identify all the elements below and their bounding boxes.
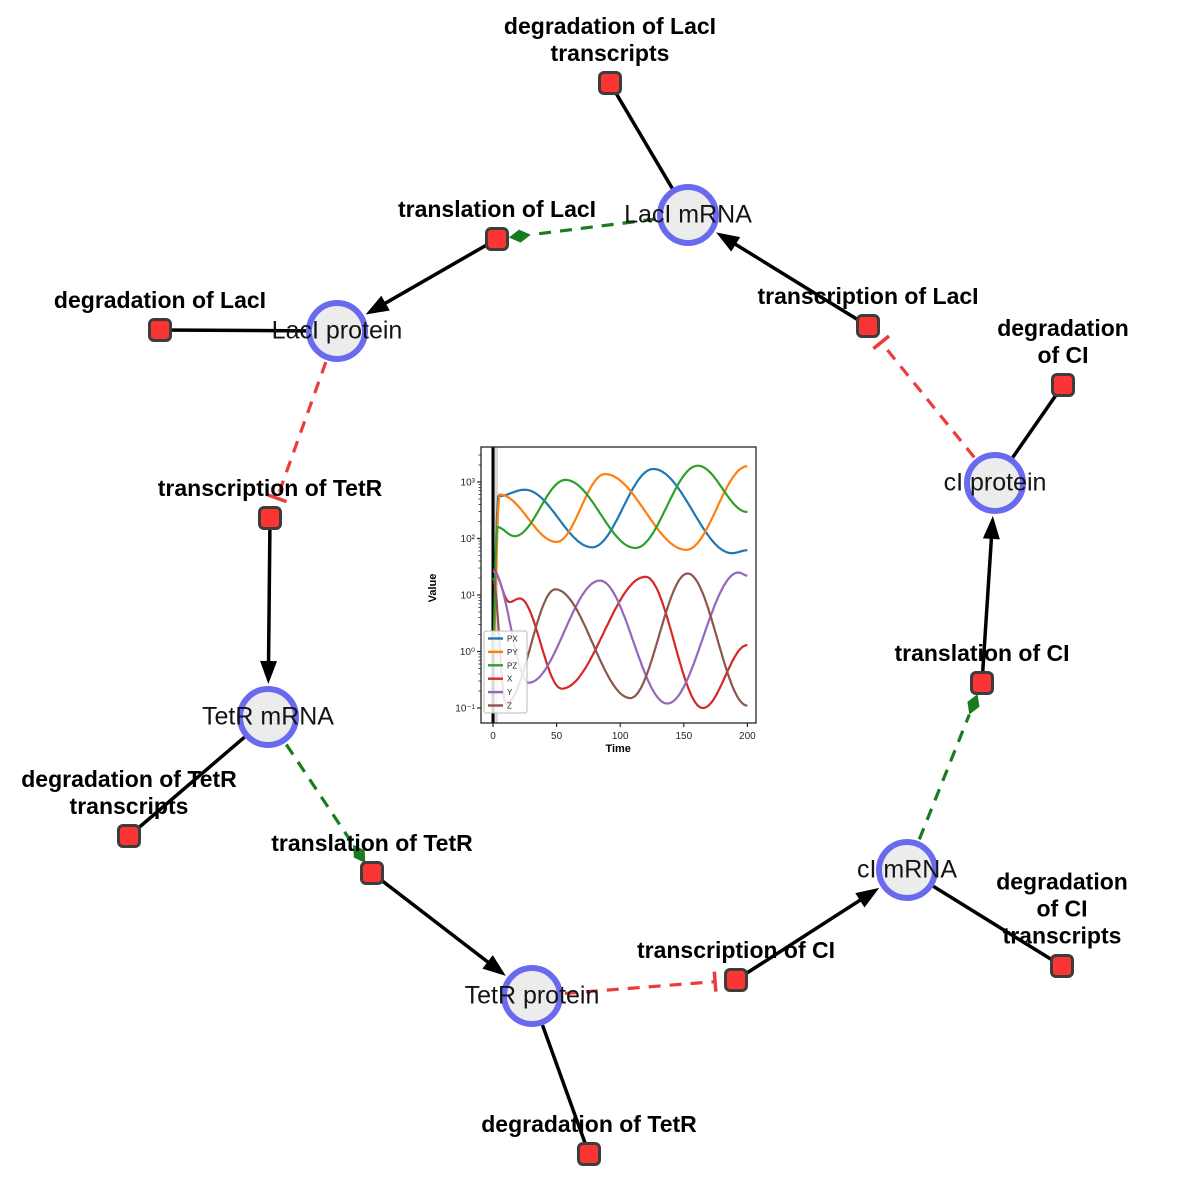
edge-consumption-laci-mrna-deg-laci-transcripts[interactable] xyxy=(608,82,674,190)
chart-line-Z xyxy=(491,572,748,707)
chart-legend-label: X xyxy=(507,675,513,684)
edge-consumption-tetr-protein-deg-tetr[interactable] xyxy=(540,1024,591,1155)
reaction-label-translation-tetr: translation of TetR xyxy=(271,829,473,856)
species-node-ci-protein[interactable] xyxy=(964,452,1026,514)
species-label-laci-mrna: LacI mRNA xyxy=(624,200,752,229)
species-label-tetr-protein: TetR protein xyxy=(464,981,600,1010)
chart-ytick-label: 10³ xyxy=(461,478,476,489)
chart-legend: PX PY PZ XYZ xyxy=(483,630,528,714)
reaction-label-transcription-ci: transcription of CI xyxy=(636,936,836,963)
species-label-ci-mrna: cI mRNA xyxy=(857,855,957,884)
reaction-node-deg-tetr[interactable] xyxy=(577,1142,601,1166)
tbar-inhibition-icon xyxy=(267,493,288,504)
reaction-node-transcription-tetr[interactable] xyxy=(258,506,282,530)
reaction-node-translation-laci[interactable] xyxy=(485,227,509,251)
arrowhead-icon xyxy=(982,515,1000,540)
edge-inhibition-laci-protein-transcription-tetr[interactable] xyxy=(267,361,328,504)
diamond-arrowhead-icon xyxy=(353,844,366,864)
species-label-tetr-mrna: TetR mRNA xyxy=(202,702,334,731)
edge-inhibition-ci-protein-transcription-laci[interactable] xyxy=(872,334,976,459)
chart-xtick-label: 200 xyxy=(739,731,756,742)
species-node-laci-protein[interactable] xyxy=(306,300,368,362)
edge-consumption-ci-protein-deg-ci[interactable] xyxy=(1011,384,1065,459)
arrowhead-icon xyxy=(260,660,278,685)
diamond-arrowhead-icon xyxy=(967,694,980,715)
chart-legend-label: Y xyxy=(507,688,513,697)
edge-production-translation-laci-laci-protein[interactable] xyxy=(365,237,498,315)
reaction-node-translation-ci[interactable] xyxy=(970,671,994,695)
chart-ytick-label: 10⁻¹ xyxy=(455,704,475,715)
reaction-label-deg-ci-transcripts: degradation of CI transcripts xyxy=(996,868,1128,949)
chart-xtick-label: 0 xyxy=(490,731,496,742)
species-node-laci-mrna[interactable] xyxy=(657,184,719,246)
reaction-label-deg-tetr: degradation of TetR xyxy=(481,1110,697,1137)
species-node-ci-mrna[interactable] xyxy=(876,839,938,901)
tbar-inhibition-icon xyxy=(872,334,891,350)
species-label-laci-protein: LacI protein xyxy=(271,316,403,345)
reaction-label-deg-laci-transcripts: degradation of LacI transcripts xyxy=(503,12,717,66)
tbar-inhibition-icon xyxy=(712,971,718,992)
chart-legend-label: PY xyxy=(507,648,518,657)
reaction-node-deg-laci[interactable] xyxy=(148,318,172,342)
reaction-node-translation-tetr[interactable] xyxy=(360,861,384,885)
arrowhead-icon xyxy=(482,955,506,976)
diamond-arrowhead-icon xyxy=(508,229,531,243)
chart-line-Y xyxy=(492,570,748,705)
chart-line-PX xyxy=(491,467,748,652)
reaction-node-transcription-ci[interactable] xyxy=(724,968,748,992)
chart-series-group xyxy=(491,464,748,710)
reaction-label-translation-ci: translation of CI xyxy=(894,639,1070,666)
arrowhead-icon xyxy=(365,295,390,315)
reaction-label-deg-tetr-transcripts: degradation of TetR transcripts xyxy=(21,765,237,819)
edge-production-translation-tetr-tetr-protein[interactable] xyxy=(370,871,506,976)
chart-line-X xyxy=(492,568,748,710)
chart-ytick-label: 10¹ xyxy=(461,591,476,602)
reaction-label-transcription-laci: transcription of LacI xyxy=(757,282,979,309)
species-node-tetr-mrna[interactable] xyxy=(237,686,299,748)
edge-consumption-ci-mrna-deg-ci-transcripts[interactable] xyxy=(932,884,1063,968)
chart-line-PY xyxy=(491,465,748,652)
chart-x-axis-label: Time xyxy=(605,743,630,755)
chart-xtick-label: 100 xyxy=(612,731,629,742)
chart-y-axis-label: Value xyxy=(427,574,439,603)
species-label-ci-protein: cI protein xyxy=(943,468,1047,497)
edge-consumption-laci-protein-deg-laci[interactable] xyxy=(159,328,307,333)
species-node-tetr-protein[interactable] xyxy=(501,965,563,1027)
chart-legend-label: PZ xyxy=(507,661,517,670)
arrowhead-icon xyxy=(855,887,880,908)
chart-line-PZ xyxy=(491,464,748,652)
chart-ytick-label: 10² xyxy=(461,534,476,545)
chart-legend-label: PX xyxy=(507,635,518,644)
chart-legend-label: Z xyxy=(507,702,512,711)
chart-ytick-label: 10⁰ xyxy=(460,647,475,658)
reaction-label-deg-ci: degradation of CI xyxy=(997,314,1129,368)
chart-xtick-label: 50 xyxy=(551,731,563,742)
reaction-node-deg-ci[interactable] xyxy=(1051,373,1075,397)
edge-production-transcription-laci-laci-mrna[interactable] xyxy=(716,232,869,328)
edge-catalysis-laci-mrna-translation-laci[interactable] xyxy=(508,217,656,243)
reaction-node-deg-tetr-transcripts[interactable] xyxy=(117,824,141,848)
inset-chart: 0 50 100 150 200Time10⁻¹10⁰10¹10²10³ValuePXP… xyxy=(424,438,772,762)
edge-production-transcription-tetr-tetr-mrna[interactable] xyxy=(260,517,278,685)
edge-production-translation-ci-ci-protein[interactable] xyxy=(980,515,1000,684)
reaction-node-deg-laci-transcripts[interactable] xyxy=(598,71,622,95)
arrowhead-icon xyxy=(716,232,741,252)
edge-catalysis-tetr-mrna-translation-tetr[interactable] xyxy=(284,743,366,864)
reaction-label-deg-laci: degradation of LacI xyxy=(53,286,267,313)
reaction-node-transcription-laci[interactable] xyxy=(856,314,880,338)
chart-xtick-label: 150 xyxy=(675,731,692,742)
edge-consumption-tetr-mrna-deg-tetr-transcripts[interactable] xyxy=(127,735,246,838)
reaction-node-deg-ci-transcripts[interactable] xyxy=(1050,954,1074,978)
reaction-label-translation-laci: translation of LacI xyxy=(397,195,597,222)
edge-catalysis-ci-mrna-translation-ci[interactable] xyxy=(917,694,980,840)
edge-inhibition-tetr-protein-transcription-ci[interactable] xyxy=(564,971,718,996)
chart-frame xyxy=(480,446,757,724)
reaction-label-transcription-tetr: transcription of TetR xyxy=(157,474,383,501)
edge-production-transcription-ci-ci-mrna[interactable] xyxy=(735,887,880,982)
